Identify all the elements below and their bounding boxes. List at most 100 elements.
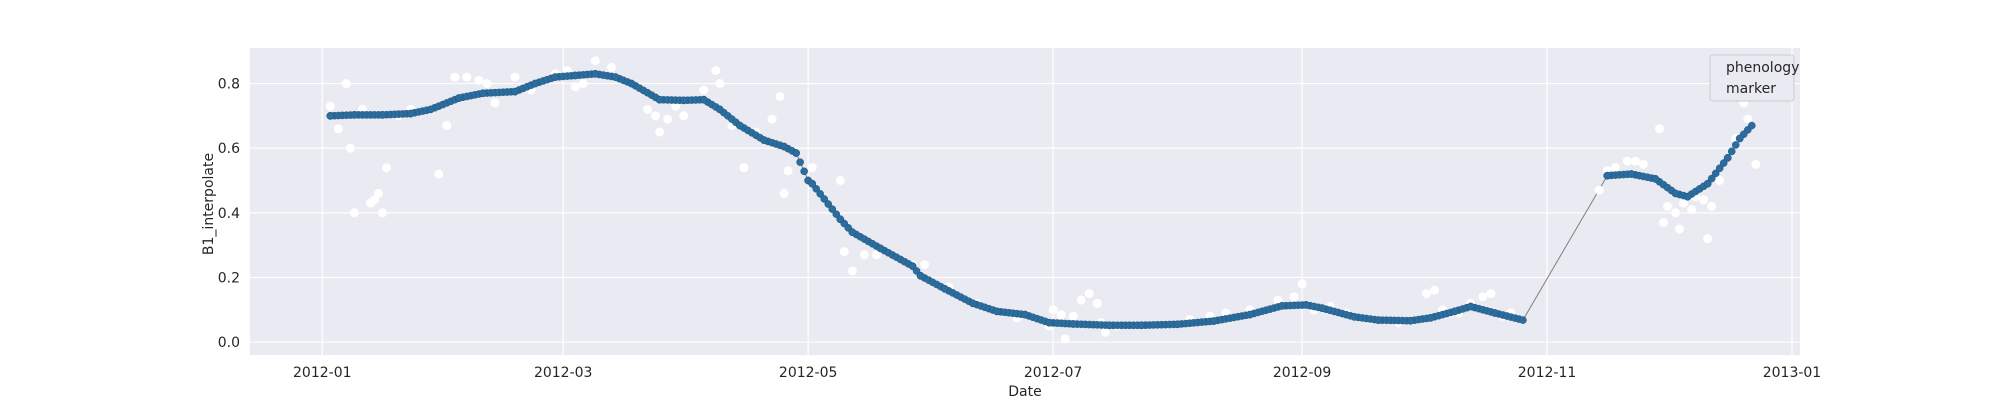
x-tick-label: 2013-01 <box>1763 365 1822 381</box>
raw-data-point <box>643 104 653 114</box>
interpolated-data-point <box>1021 310 1029 319</box>
raw-data-point <box>442 121 452 131</box>
raw-data-point <box>679 111 689 121</box>
interpolated-data-point <box>968 299 977 308</box>
x-tick-label: 2012-05 <box>779 365 838 381</box>
raw-data-point <box>1297 279 1307 289</box>
raw-data-point <box>510 72 520 82</box>
interpolated-data-point <box>993 307 1001 316</box>
interpolated-data-point <box>736 121 744 130</box>
raw-data-point <box>835 175 845 185</box>
raw-data-point <box>655 127 665 137</box>
raw-data-point <box>1687 205 1697 215</box>
raw-data-point <box>1486 289 1496 299</box>
interpolated-data-point <box>1519 316 1527 324</box>
interpolated-data-point <box>571 71 580 80</box>
raw-data-point <box>1658 218 1668 228</box>
interpolated-data-point <box>627 79 636 88</box>
raw-data-point <box>462 72 472 82</box>
interpolated-data-point <box>1683 192 1692 201</box>
x-tick-label: 2012-07 <box>1024 365 1083 381</box>
interpolated-points-layer <box>326 70 1756 330</box>
interpolated-data-point <box>916 272 925 280</box>
raw-data-point <box>1289 292 1299 302</box>
y-axis-label: B1_interpolate <box>201 153 217 255</box>
raw-data-point <box>606 62 616 72</box>
x-axis-label: Date <box>1008 384 1041 400</box>
raw-data-point <box>1430 285 1440 295</box>
interpolated-data-point <box>940 284 949 293</box>
raw-data-point <box>775 91 785 101</box>
raw-data-point <box>1594 185 1604 195</box>
raw-data-point <box>349 208 359 218</box>
interpolated-data-point <box>800 167 808 176</box>
interpolated-data-point <box>479 89 487 98</box>
x-tick-label: 2012-11 <box>1518 365 1577 381</box>
interpolated-data-point <box>1707 174 1716 183</box>
raw-data-point <box>847 266 857 276</box>
interpolated-data-point <box>1406 316 1415 325</box>
interpolated-data-point <box>1723 154 1732 162</box>
raw-data-point <box>373 188 383 198</box>
raw-data-point <box>333 124 343 134</box>
raw-data-point <box>1671 208 1681 218</box>
interpolated-data-point <box>1302 301 1310 309</box>
legend-entry-phenology: phenology <box>1726 60 1799 76</box>
raw-data-point <box>671 101 681 111</box>
interpolated-data-point <box>551 73 559 81</box>
raw-data-point <box>920 260 930 270</box>
interpolated-data-point <box>1374 316 1383 324</box>
interpolated-data-point <box>832 210 841 218</box>
raw-data-point <box>490 98 500 108</box>
interpolated-data-point <box>1748 121 1756 130</box>
interpolated-data-point <box>1627 170 1636 178</box>
interpolated-data-point <box>531 79 539 88</box>
x-tick-label: 2012-09 <box>1273 365 1332 381</box>
raw-data-point <box>711 66 721 76</box>
raw-data-point <box>1630 156 1640 166</box>
raw-data-point <box>1679 198 1689 208</box>
interpolated-data-point <box>760 136 768 144</box>
raw-data-point <box>715 79 725 89</box>
raw-data-point <box>1422 289 1432 299</box>
interpolated-data-point <box>591 70 600 78</box>
interpolated-data-point <box>1450 307 1459 316</box>
interpolated-data-point <box>1278 302 1286 310</box>
raw-data-point <box>1751 159 1761 169</box>
interpolated-data-point <box>808 179 816 188</box>
interpolated-data-point <box>1173 320 1182 329</box>
interpolated-data-point <box>1209 317 1218 325</box>
interpolated-data-point <box>792 149 800 157</box>
raw-data-point <box>1076 295 1086 305</box>
raw-data-point <box>570 82 580 92</box>
interpolated-data-point <box>1491 309 1499 317</box>
interpolated-data-point <box>796 158 804 166</box>
interpolated-data-point <box>812 185 820 193</box>
raw-data-point <box>578 79 588 89</box>
tick-labels-layer: 2012-01 2012-03 2012-05 2012-07 2012-09 2012-… <box>218 77 1821 381</box>
raw-data-point <box>1699 195 1709 205</box>
raw-data-point <box>1638 159 1648 169</box>
raw-data-point <box>325 101 335 111</box>
interpolated-data-point <box>1603 171 1612 180</box>
interpolated-data-point <box>1045 318 1053 327</box>
raw-data-point <box>1703 234 1713 244</box>
interpolated-data-point <box>1426 314 1435 322</box>
interpolated-data-point <box>1727 147 1736 156</box>
interpolated-data-point <box>820 195 829 203</box>
raw-data-point <box>663 114 673 124</box>
interpolated-data-point <box>611 73 620 81</box>
raw-data-point <box>382 163 392 173</box>
raw-data-point <box>482 79 492 89</box>
interpolated-data-point <box>1318 304 1326 312</box>
raw-data-point <box>1084 289 1094 299</box>
raw-data-point <box>341 79 351 89</box>
interpolated-data-point <box>1466 302 1475 311</box>
raw-data-point <box>651 111 661 121</box>
interpolated-data-point <box>1711 169 1720 178</box>
raw-data-point <box>345 143 355 153</box>
raw-data-point <box>474 75 484 85</box>
legend: phenology marker <box>1709 54 1799 102</box>
raw-data-point <box>859 250 869 260</box>
